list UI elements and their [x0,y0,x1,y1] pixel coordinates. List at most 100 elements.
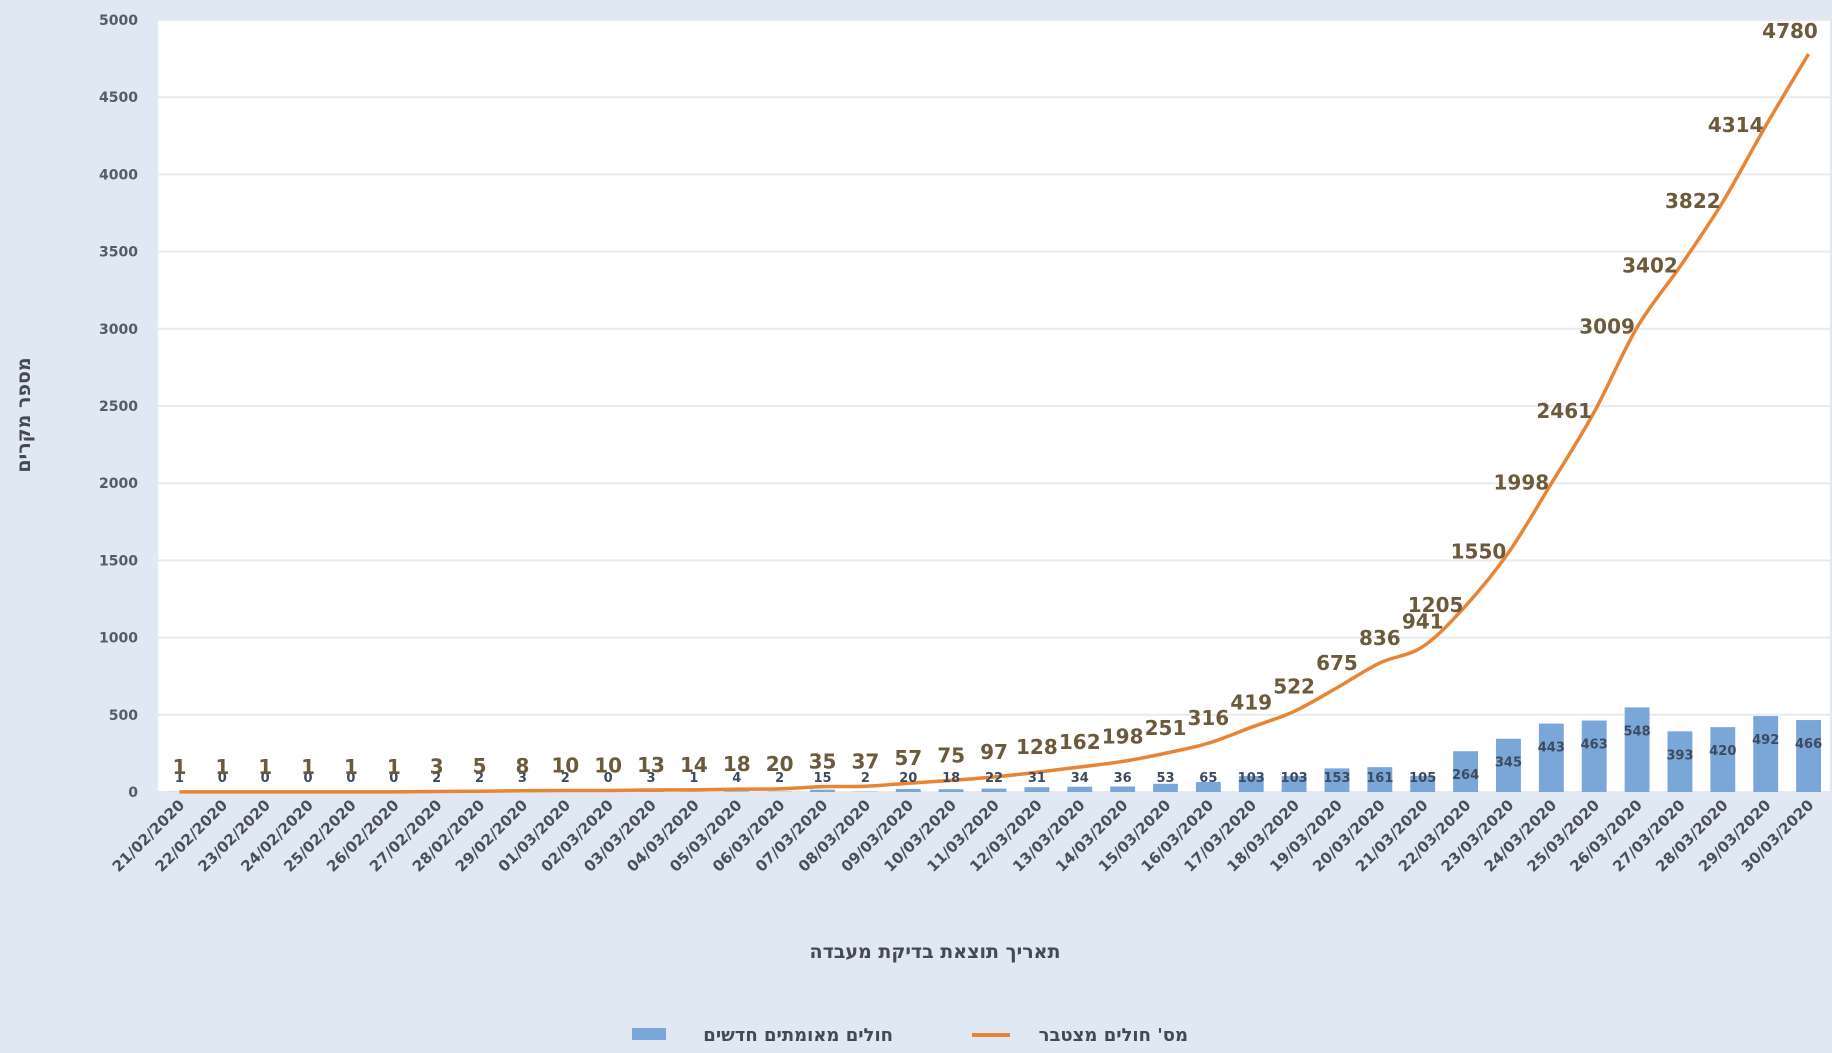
bar-data-label: 345 [1495,756,1522,771]
bar-data-label: 0 [218,771,227,786]
line-data-label: 97 [980,740,1008,764]
line-data-label: 3009 [1579,314,1635,338]
bar [1496,738,1521,792]
line-data-label: 4780 [1762,19,1818,43]
bar [1367,767,1393,792]
y-tick-label: 5000 [99,13,138,29]
bar [1753,716,1779,792]
line-data-label: 20 [766,752,794,776]
line-data-label: 419 [1230,690,1272,714]
bar [810,789,835,792]
line-data-label: 1 [258,755,272,779]
bar-data-label: 31 [1028,771,1046,786]
bar [895,788,921,792]
bar-data-label: 2 [775,771,784,786]
bar [981,788,1007,792]
line-data-label: 3822 [1665,189,1721,213]
x-axis-ticks: 21/02/202022/02/202023/02/202024/02/2020… [109,796,1818,876]
bar-data-label: 0 [604,771,613,786]
line-data-label: 1205 [1408,593,1464,617]
bar-data-label: 463 [1581,738,1608,753]
bar-data-label: 466 [1795,737,1822,752]
line-data-label: 1 [172,755,186,779]
line-data-labels: 1 1 1 1 1 1 3 5 8 10 10 13 14 18 20 35 37 57 75 97 128 162 198… [172,19,1817,779]
bar-data-labels: 1 0 0 0 0 0 2 2 3 2 0 3 1 4 2 15 2 20 18 22 31 34 36 53 65 103 103… [175,724,1822,786]
line-data-label: 198 [1102,724,1144,748]
y-tick-label: 1500 [99,553,138,569]
line-data-label: 14 [680,753,708,777]
bar-data-label: 161 [1366,771,1393,786]
line-data-label: 10 [551,753,579,777]
bar-data-label: 22 [985,771,1003,786]
line-data-label: 251 [1145,716,1187,740]
bar-data-label: 105 [1409,771,1436,786]
legend-bar-swatch [632,1028,666,1040]
bar-data-label: 53 [1156,771,1174,786]
bar-data-label: 20 [899,771,917,786]
bar-data-label: 548 [1624,724,1651,739]
bar-data-label: 0 [389,771,398,786]
bar [1024,787,1050,792]
y-tick-label: 500 [109,708,138,724]
bar-data-label: 2 [861,771,870,786]
y-axis-title: מספר מקרים [13,357,35,472]
line-data-label: 1 [215,755,229,779]
bar [1110,786,1136,792]
line-data-label: 57 [894,746,922,770]
bar-data-label: 153 [1323,771,1350,786]
y-tick-label: 1000 [99,631,138,647]
bar [1453,751,1479,792]
bar-data-label: 34 [1071,771,1089,786]
line-data-label: 941 [1402,610,1444,634]
bar [1324,768,1350,792]
y-tick-label: 0 [128,785,138,801]
line-data-label: 3 [430,755,444,779]
bar-data-label: 0 [346,771,355,786]
bar-data-label: 36 [1114,771,1132,786]
bar-data-label: 2 [432,771,441,786]
y-tick-label: 4500 [99,90,138,106]
y-tick-label: 2500 [99,399,138,415]
y-tick-label: 2000 [99,476,138,492]
bar [1624,707,1650,792]
bar-data-label: 2 [561,771,570,786]
line-series [179,53,1811,794]
bar [1067,786,1093,792]
line-data-label: 316 [1187,706,1229,730]
bar [1410,775,1436,792]
line-data-label: 522 [1273,674,1315,698]
line-data-label: 10 [594,753,622,777]
bar-data-label: 0 [261,771,270,786]
bar-series [167,707,1821,792]
y-tick-label: 4000 [99,167,138,183]
bar-data-label: 3 [518,771,527,786]
bar-data-label: 492 [1752,733,1779,748]
bar-data-label: 103 [1238,771,1265,786]
bar [1710,727,1736,792]
line-data-label: 5 [473,754,487,778]
x-axis-title: תאריך תוצאת בדיקת מעבדה [810,941,1061,963]
bar-data-label: 4 [732,771,741,786]
bar-data-label: 1 [689,771,698,786]
bar-data-label: 103 [1281,771,1308,786]
y-tick-label: 3500 [99,245,138,261]
bar [1581,720,1607,792]
bar-data-label: 15 [813,771,831,786]
line-data-label: 35 [809,750,837,774]
y-axis-ticks: 0 500 1000 1500 2000 2500 3000 3500 4000 4500 5000 [99,13,138,801]
legend-bar-label: חולים מאומתים חדשים [703,1025,893,1046]
line-data-label: 18 [723,752,751,776]
line-data-label: 8 [515,754,529,778]
legend-line-label: מס' חולים מצטבר [1039,1025,1188,1046]
line-data-label: 1998 [1493,471,1549,495]
bar-data-label: 443 [1538,741,1565,756]
line-data-label: 37 [851,749,879,773]
bar [1153,783,1178,792]
bar-data-label: 420 [1709,744,1736,759]
line-data-label: 128 [1016,735,1058,759]
x-tick-label: 21/02/2020 [109,796,189,876]
line-data-label: 1550 [1451,540,1507,564]
line-data-label: 1 [387,755,401,779]
line-data-label: 1 [344,755,358,779]
